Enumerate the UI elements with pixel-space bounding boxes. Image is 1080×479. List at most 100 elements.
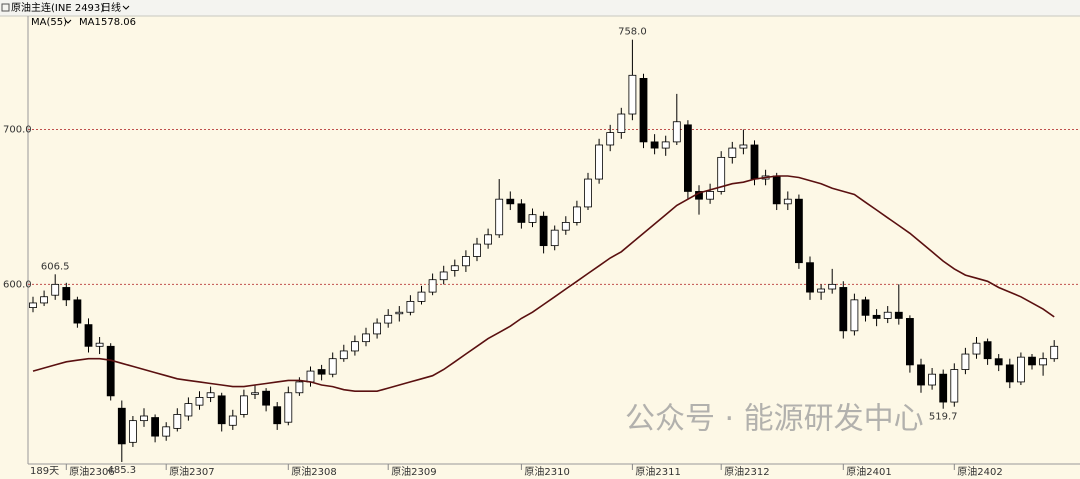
candle-body — [95, 342, 104, 347]
candle-body — [950, 369, 959, 403]
candle-body — [239, 395, 248, 415]
candle-body — [1028, 356, 1036, 366]
candle-body — [140, 415, 148, 422]
candle-body — [484, 234, 493, 245]
candle-body — [195, 397, 204, 406]
candle-body — [539, 215, 548, 247]
candle-body — [106, 345, 115, 397]
candle-body — [872, 314, 881, 319]
annotation-label: 758.0 — [618, 27, 647, 38]
candle-body — [117, 407, 126, 445]
plot: 600.0 700.0 原油2306 原油2307 原油2308 原油2309 原油2310… — [3, 27, 1080, 478]
candle-body — [62, 287, 71, 301]
candle-body — [994, 358, 1003, 366]
candle-body — [639, 77, 648, 143]
candle-body — [384, 314, 393, 324]
header-icon — [1, 3, 10, 12]
candle-body — [350, 341, 359, 352]
x-tick-label: 原油2311 — [635, 465, 680, 478]
candle-body — [29, 302, 37, 308]
candle-body — [528, 214, 537, 223]
candle-body — [506, 198, 515, 205]
candle-body — [40, 296, 48, 304]
x-tick-label: 原油2310 — [524, 465, 569, 478]
candle-body — [839, 287, 848, 332]
candle-body — [617, 113, 626, 133]
candle-body — [894, 311, 903, 319]
candle-body — [650, 141, 659, 149]
x-tick-label: 原油2308 — [291, 465, 336, 478]
x-tick-label: 原油2307 — [169, 465, 214, 478]
candle-body — [339, 350, 348, 360]
ma-value: 578.06 — [101, 17, 136, 28]
candle-body — [684, 124, 692, 192]
candle-body — [972, 342, 981, 355]
candle-body — [961, 353, 970, 370]
candle-body — [783, 198, 792, 205]
indicator-name[interactable]: MA(55) — [31, 17, 67, 28]
candle-body — [828, 283, 837, 290]
x-tick-label: 原油2401 — [846, 465, 891, 478]
candle-body — [728, 147, 737, 158]
candle-body — [406, 300, 415, 313]
candle-body — [450, 265, 459, 271]
candle-body — [151, 417, 160, 437]
candle-body — [606, 132, 615, 146]
candle-body — [262, 390, 271, 406]
x-tick-label: 原油2312 — [724, 465, 769, 478]
x-tick-label: 原油2306 — [69, 465, 114, 478]
candle-body — [661, 141, 670, 149]
candle-body — [561, 222, 570, 231]
candle-body — [584, 178, 592, 208]
candle-body — [806, 262, 814, 293]
candle-body — [362, 333, 370, 343]
candle-body — [306, 370, 315, 383]
candle-body — [717, 156, 726, 192]
candle-body — [217, 395, 226, 425]
watermark: 公众号 · 能源研发中心 — [625, 402, 924, 437]
y-tick-label: 600.0 — [3, 279, 32, 290]
candle-body — [495, 198, 504, 236]
period[interactable]: 日线 — [101, 1, 121, 14]
x-tick-label: 原油2309 — [391, 465, 436, 478]
candle-body — [550, 229, 559, 247]
candle-body — [206, 392, 215, 398]
candle-body — [128, 420, 137, 443]
candle-body — [273, 406, 282, 425]
annotation-label: 519.7 — [929, 412, 958, 423]
candle-body — [284, 392, 293, 423]
annotation-label: 485.3 — [107, 465, 136, 476]
candle-body — [983, 341, 992, 360]
candle-body — [228, 415, 237, 426]
candle-body — [672, 121, 681, 143]
candle-body — [861, 299, 870, 316]
indicator-chevron[interactable] — [64, 19, 72, 24]
candle-body — [573, 206, 581, 223]
candle-body — [417, 291, 426, 302]
candle-body — [395, 311, 404, 315]
candle-body — [173, 414, 182, 429]
candle-body — [317, 369, 326, 375]
candle-body — [517, 203, 526, 223]
candle-body — [428, 279, 437, 293]
candle-body — [184, 403, 193, 417]
header-bar — [0, 0, 1080, 16]
candle-body — [473, 243, 481, 257]
candle-body — [706, 191, 714, 200]
x-tick-label: 原油2402 — [957, 465, 1002, 478]
instrument-name[interactable]: 原油主连(INE 2493) — [11, 1, 104, 14]
candle-body — [1005, 364, 1014, 383]
period-chevron[interactable] — [122, 5, 130, 10]
candle-body — [328, 358, 337, 375]
candle-body — [883, 311, 892, 319]
candle-body — [739, 144, 748, 149]
candle-body — [817, 288, 825, 293]
candle-body — [939, 373, 948, 403]
candle-body — [295, 381, 304, 394]
ma-line — [32, 175, 1055, 392]
candle-body — [795, 198, 803, 264]
candle-body — [750, 144, 759, 180]
candle-body — [1050, 345, 1059, 360]
